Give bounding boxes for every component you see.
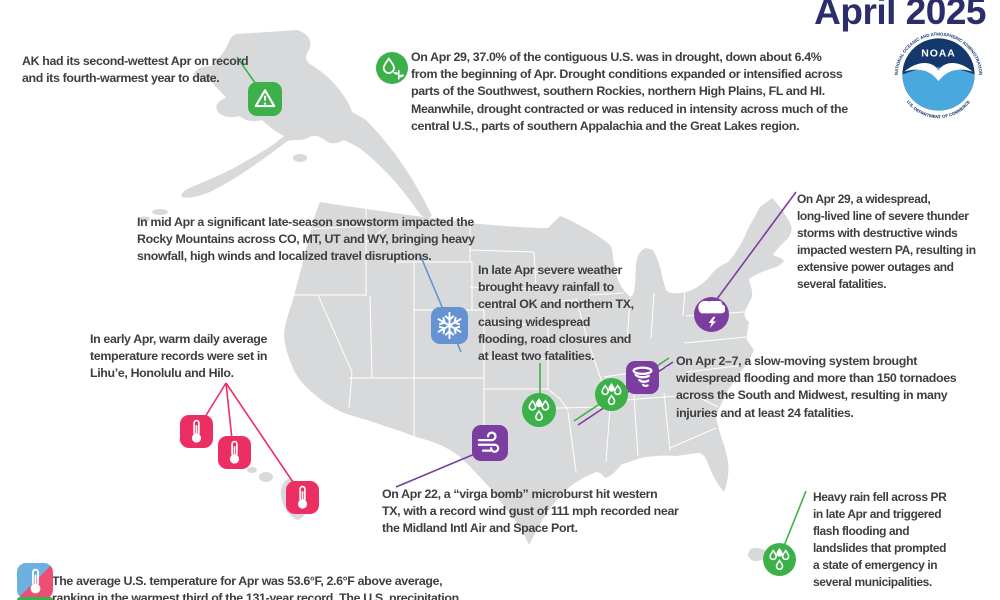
note-summary: The average U.S. temperature for Apr was… bbox=[52, 574, 459, 600]
tornado-icon bbox=[626, 361, 659, 394]
precipitation-icon-partial bbox=[17, 597, 53, 600]
thermometer-icon bbox=[286, 481, 319, 514]
kodiak-island bbox=[293, 154, 307, 162]
note-virga: On Apr 22, a “virga bomb” microburst hit… bbox=[382, 487, 679, 536]
logo-sea bbox=[902, 67, 975, 111]
aleutian-island bbox=[152, 209, 168, 215]
rain-icon bbox=[595, 378, 628, 411]
thunderstorm-icon bbox=[694, 297, 729, 332]
note-snowstorm: In mid Apr a significant late-season sno… bbox=[137, 215, 475, 264]
puerto-rico-shape bbox=[748, 547, 767, 562]
alaska-shape bbox=[181, 30, 432, 218]
contiguous-us-shape bbox=[284, 198, 792, 545]
connector-virga bbox=[395, 452, 478, 488]
thermometer-hot-cold-icon bbox=[17, 563, 53, 599]
note-pa-storms: On Apr 29, a widespread, long-lived line… bbox=[797, 192, 976, 291]
connector-pa-storms bbox=[713, 191, 797, 304]
thermometer-icon bbox=[218, 436, 251, 469]
note-hawaii: In early Apr, warm daily average tempera… bbox=[90, 332, 268, 381]
thermometer-icon bbox=[180, 415, 213, 448]
rain-icon bbox=[522, 393, 556, 427]
aleutian-island bbox=[138, 216, 150, 222]
noaa-logo: NOAA NATIONAL OCEANIC AND ATMOSPHERIC AD… bbox=[891, 27, 986, 122]
note-tornado-outbreak: On Apr 2–7, a slow-moving system brought… bbox=[676, 354, 957, 420]
connector-pr-rain bbox=[783, 490, 807, 547]
drought-icon bbox=[376, 52, 408, 84]
note-pr-rain: Heavy rain fell across PR in late Apr an… bbox=[813, 490, 947, 589]
maui-island bbox=[259, 472, 273, 482]
noaa-logo-emblem: NOAA NATIONAL OCEANIC AND ATMOSPHERIC AD… bbox=[891, 27, 986, 122]
molokai-island bbox=[247, 467, 257, 473]
rain-icon bbox=[763, 543, 796, 576]
logo-acronym: NOAA bbox=[921, 48, 956, 59]
snowflake-icon bbox=[431, 307, 468, 344]
warning-icon bbox=[248, 82, 282, 116]
seagull-icon bbox=[904, 62, 973, 82]
note-ok-flooding: In late Apr severe weather brought heavy… bbox=[478, 263, 634, 364]
note-drought: On Apr 29, 37.0% of the contiguous U.S. … bbox=[411, 50, 848, 133]
note-alaska: AK had its second-wettest Apr on record … bbox=[22, 54, 249, 86]
state-borders bbox=[293, 206, 747, 473]
wind-icon bbox=[472, 425, 508, 461]
page-title: April 2025 bbox=[814, 0, 986, 32]
